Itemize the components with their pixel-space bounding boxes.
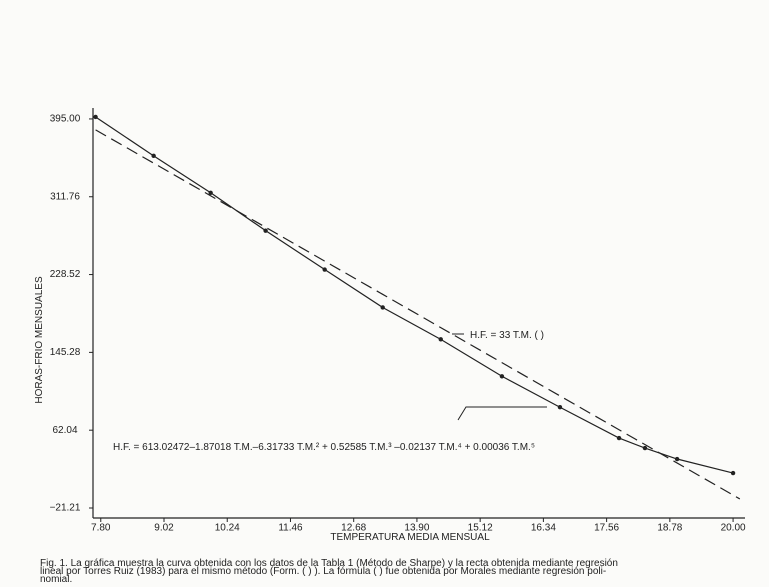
- x-tick-label: 15.12: [468, 523, 493, 534]
- x-tick-label: 18.78: [657, 523, 682, 534]
- data-point: [322, 267, 327, 272]
- data-point: [674, 456, 680, 462]
- annotation: H.F. = 33 T.M. ( ): [470, 330, 544, 341]
- x-tick-label: 7.80: [91, 523, 111, 534]
- x-tick-label: 13.90: [404, 523, 429, 534]
- y-tick-label: 311.76: [50, 191, 80, 202]
- y-tick-label: 395.00: [50, 114, 81, 125]
- annotation: H.F. = 613.02472–1.87018 T.M.–6.31733 T.…: [113, 442, 535, 453]
- x-tick-label: 17.56: [594, 523, 619, 534]
- x-tick-label: 9.02: [154, 523, 174, 534]
- data-point: [151, 153, 156, 159]
- data-point: [263, 228, 268, 233]
- data-point: [616, 435, 622, 441]
- annotation-leader: [457, 406, 547, 421]
- data-point: [380, 305, 385, 310]
- y-tick-label: 62.04: [52, 425, 77, 436]
- caption-line: nomial.: [40, 574, 72, 585]
- data-point: [208, 190, 213, 195]
- x-tick-label: 11.46: [278, 523, 303, 534]
- data-point: [730, 470, 736, 476]
- data-point: [557, 405, 563, 410]
- y-axis-label: HORAS-FRIO MENSUALES: [34, 276, 45, 404]
- x-tick-label: 20.00: [721, 523, 746, 534]
- x-tick-label: 10.24: [215, 523, 240, 534]
- y-tick-label: 228.52: [50, 269, 81, 280]
- x-tick-label: 16.34: [531, 523, 556, 534]
- y-tick-label: −21.21: [50, 503, 81, 514]
- data-line: [95, 129, 741, 500]
- caption-line: lineal por Torres Ruiz (1983) para el mi…: [40, 566, 606, 577]
- x-axis-label: TEMPERATURA MEDIA MENSUAL: [330, 532, 490, 543]
- data-point: [642, 445, 648, 451]
- data-point: [93, 114, 98, 120]
- data-point: [499, 374, 505, 379]
- y-tick-label: 145.28: [50, 347, 81, 358]
- x-tick-label: 12.68: [341, 523, 366, 534]
- caption-line: Fig. 1. La gráfica muestra la curva obte…: [40, 558, 618, 569]
- data-point: [438, 337, 443, 342]
